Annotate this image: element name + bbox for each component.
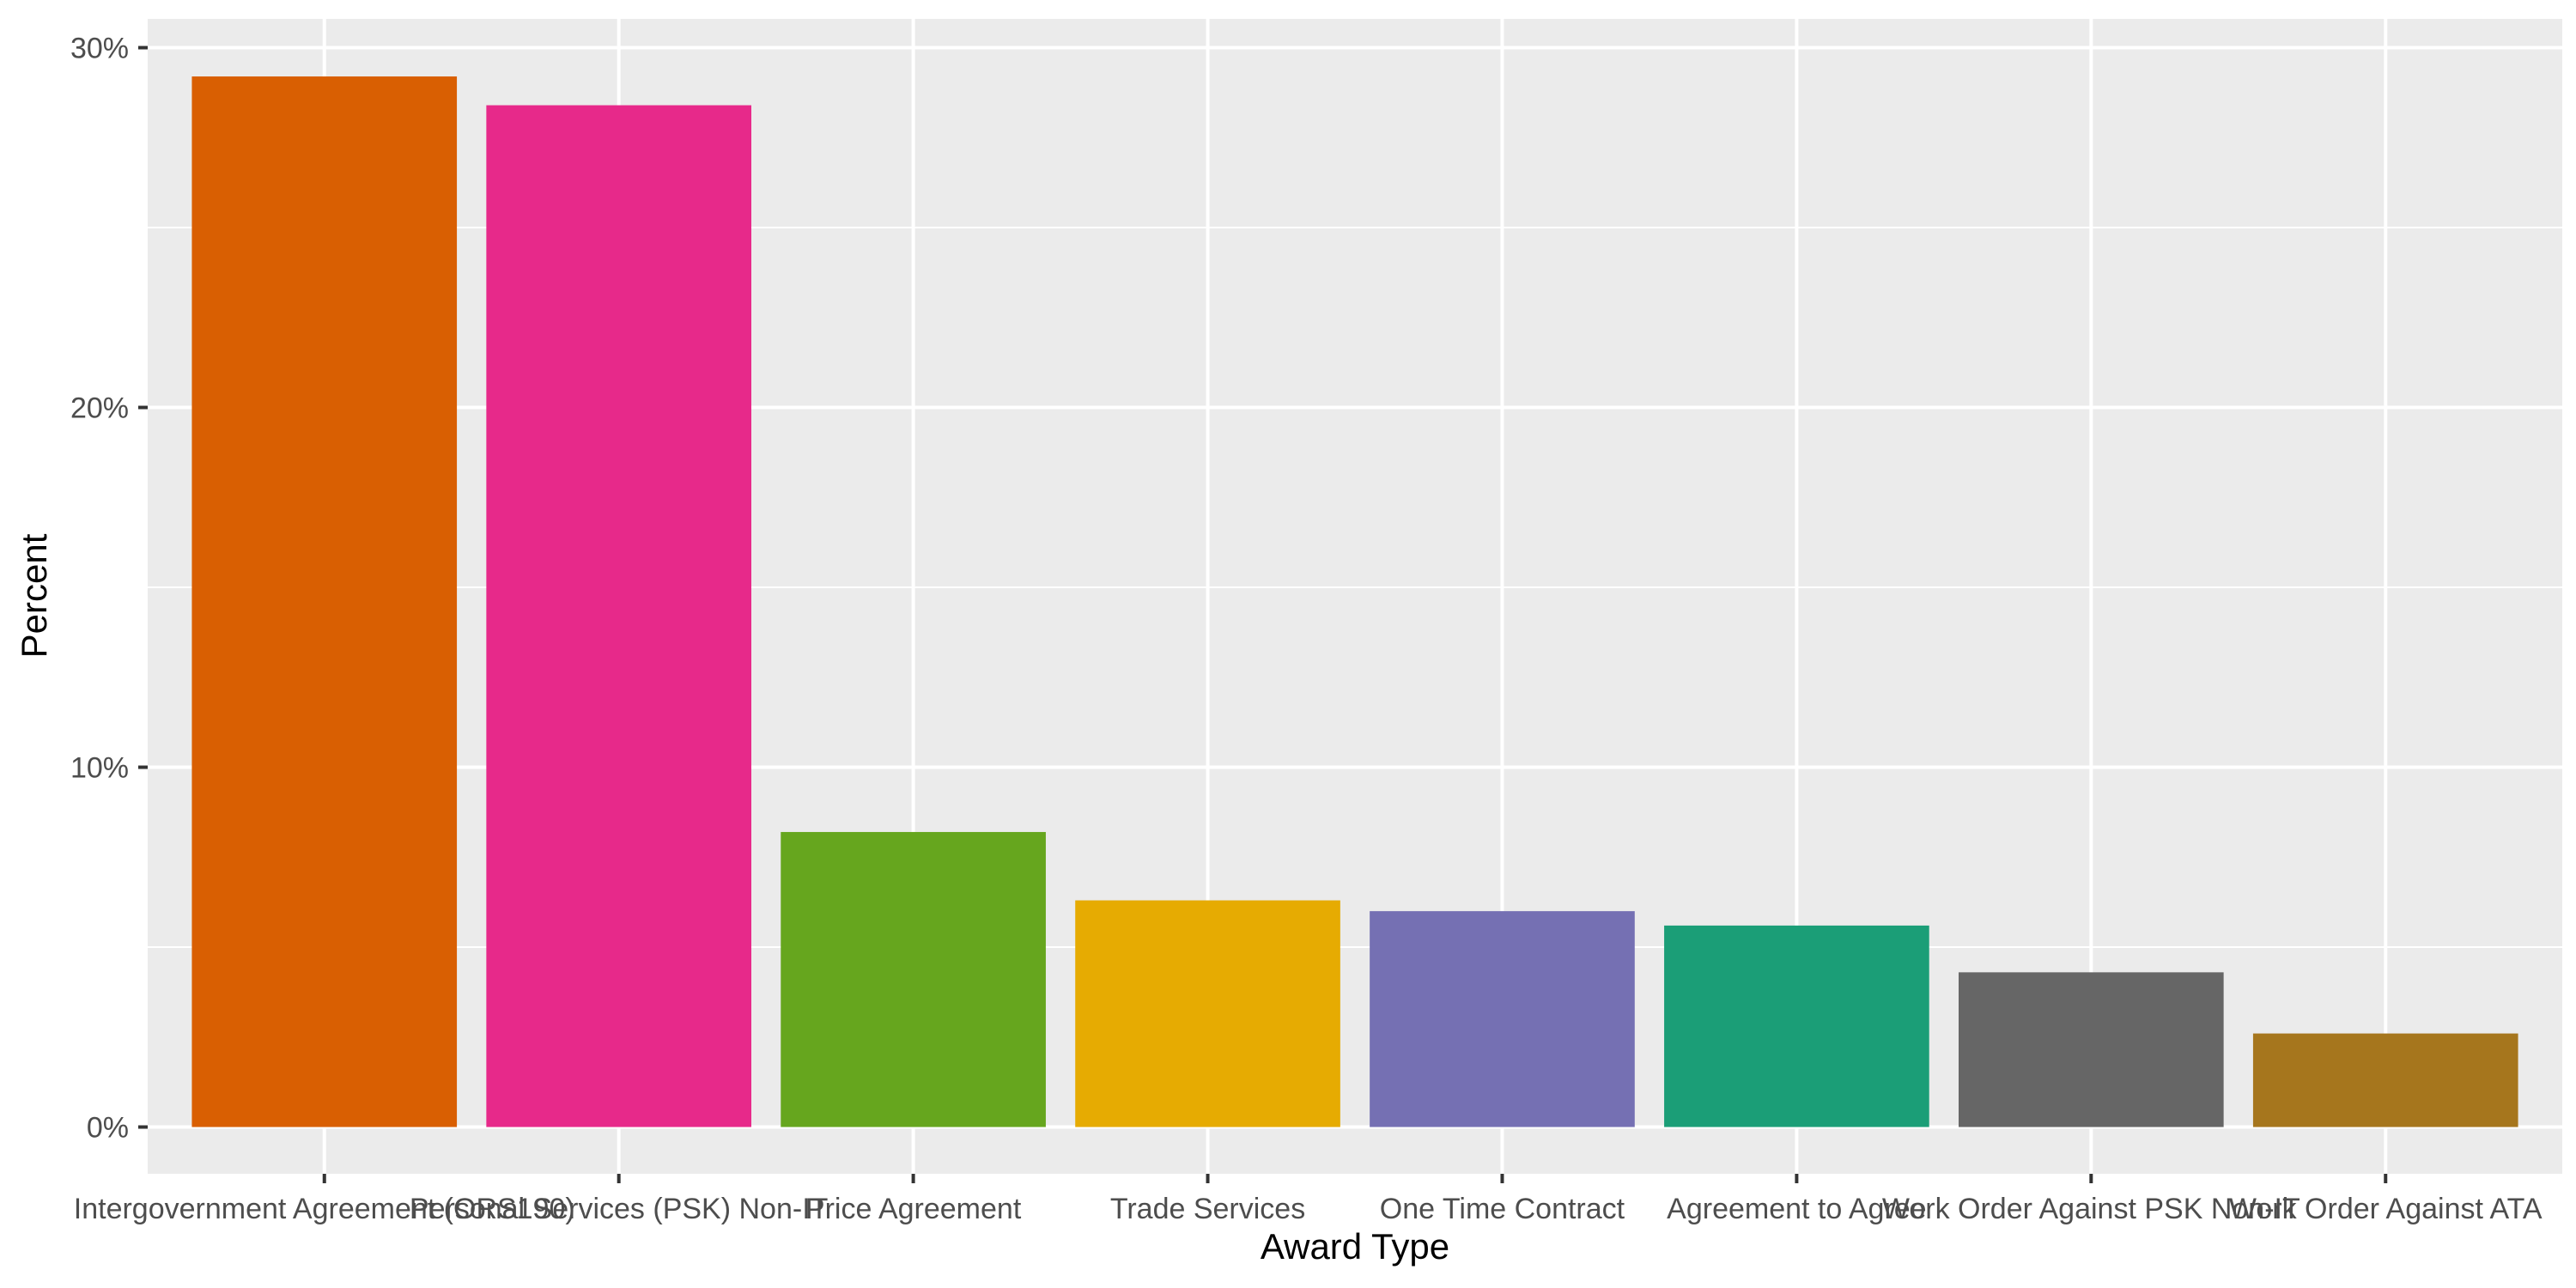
x-tick-label: Work Order Against PSK Non-IT	[1882, 1193, 2300, 1225]
y-axis-title: Percent	[14, 533, 54, 658]
bar	[1959, 972, 2224, 1127]
x-tick-label: Work Order Against ATA	[2229, 1193, 2543, 1225]
bar	[2252, 1033, 2518, 1127]
y-axis-ticks: 0% 10% 20% 30%	[70, 33, 148, 1145]
bar	[191, 76, 458, 1127]
x-tick-label: Personal Services (PSK) Non-IT	[410, 1193, 829, 1225]
x-axis-ticks: Intergovernment Agreement (ORS190)Person…	[74, 1174, 2543, 1225]
y-tick-label: 10%	[70, 752, 129, 785]
bar	[1664, 925, 1929, 1127]
bar	[1370, 911, 1635, 1127]
bar	[486, 105, 751, 1127]
bar	[781, 831, 1046, 1127]
x-tick-label: Trade Services	[1110, 1193, 1305, 1225]
x-axis-title: Award Type	[1261, 1226, 1449, 1267]
bar	[1075, 900, 1340, 1127]
y-tick-label: 30%	[70, 33, 129, 65]
x-tick-label: Price Agreement	[805, 1193, 1022, 1225]
bars	[191, 76, 2518, 1127]
y-tick-label: 0%	[87, 1112, 129, 1145]
x-tick-label: One Time Contract	[1380, 1193, 1625, 1225]
x-tick-label: Intergovernment Agreement (ORS190)	[74, 1193, 575, 1225]
y-tick-label: 20%	[70, 392, 129, 425]
x-tick-label: Agreement to Agree	[1667, 1193, 1926, 1225]
